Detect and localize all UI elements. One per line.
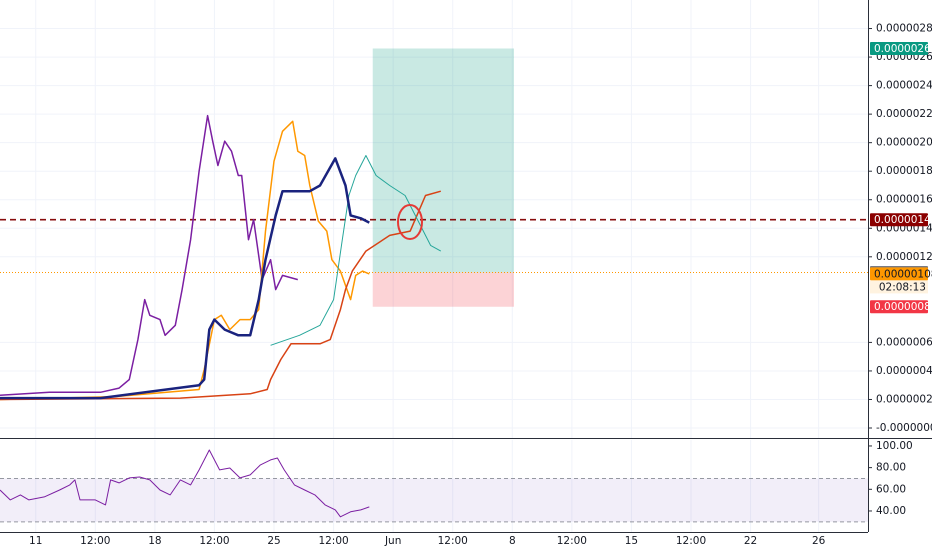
y-tick-label: 0.00000020 [876, 393, 932, 405]
axis-layer: 0.000002800.000002600.000002400.00000220… [29, 23, 932, 547]
hand-drawn-circle [397, 204, 423, 240]
price-badge-label: 0.00000266 [874, 43, 932, 55]
series-line [270, 155, 442, 346]
profit-zone [372, 48, 514, 273]
loss-zone [372, 272, 514, 307]
price-badge-label: 0.00000085 [874, 301, 932, 313]
x-tick-label: 12:00 [557, 535, 587, 547]
x-tick-label: 12:00 [318, 535, 348, 547]
x-tick-label: 15 [625, 535, 638, 547]
x-tick-label: 8 [509, 535, 516, 547]
back-layer [0, 48, 868, 523]
y-tick-label: 100.00 [876, 440, 913, 452]
y-tick-label: 80.00 [876, 462, 906, 474]
price-badge-label: 0.00000146 [874, 214, 932, 226]
price-badge [870, 267, 928, 281]
price-badge [870, 213, 928, 227]
lines-layer [0, 114, 868, 518]
x-tick-label: 12:00 [80, 535, 110, 547]
x-tick-label: 22 [744, 535, 757, 547]
series-line [0, 114, 298, 396]
x-tick-label: 26 [812, 535, 826, 547]
price-badge-label: 0.00000108 [874, 268, 932, 280]
x-tick-label: 12:00 [438, 535, 468, 547]
x-tick-label: Jun [384, 535, 401, 547]
x-tick-label: 11 [29, 535, 42, 547]
series-line [0, 190, 442, 401]
x-tick-label: 12:00 [676, 535, 706, 547]
price-badge [870, 42, 928, 56]
rsi-band [0, 478, 868, 522]
series-line [0, 449, 370, 518]
series-line [0, 157, 370, 400]
x-tick-label: 25 [267, 535, 280, 547]
y-tick-label: 40.00 [876, 505, 906, 517]
countdown-badge [870, 280, 928, 294]
countdown-label: 02:08:13 [879, 281, 926, 293]
x-tick-label: 12:00 [199, 535, 229, 547]
y-tick-label: -0.00000000 [876, 422, 932, 434]
y-tick-label: 60.00 [876, 483, 906, 495]
x-tick-label: 18 [148, 535, 161, 547]
price-badge [870, 300, 928, 314]
